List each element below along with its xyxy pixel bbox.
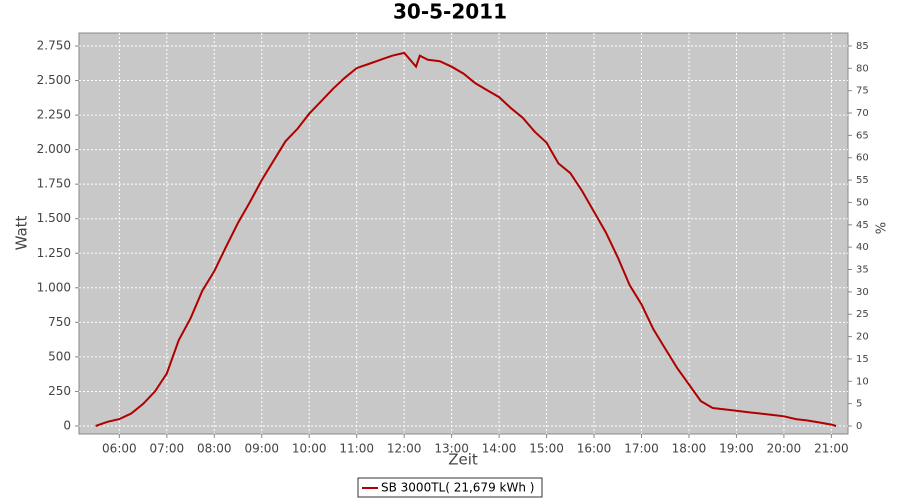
y-tick-label: 1.250: [37, 246, 71, 260]
x-tick-label: 08:00: [197, 442, 232, 456]
y-axis-title: Watt: [13, 215, 31, 250]
x-tick-label: 15:00: [529, 442, 564, 456]
legend: [357, 477, 543, 498]
y-tick-label: 500: [48, 349, 71, 363]
x-tick-label: 18:00: [672, 442, 707, 456]
y-tick-label: 1.750: [37, 177, 71, 191]
y-tick-label: 1.000: [37, 280, 71, 294]
x-tick-label: 07:00: [150, 442, 185, 456]
x-tick-label: 11:00: [339, 442, 374, 456]
y-tick-label: 250: [48, 384, 71, 398]
y2-tick-label: 25: [856, 309, 869, 320]
x-tick-label: 06:00: [102, 442, 137, 456]
y2-axis-title: %: [875, 222, 890, 234]
y2-tick-label: 35: [856, 265, 869, 276]
x-tick-label: 10:00: [292, 442, 327, 456]
y2-tick-label: 55: [856, 175, 869, 186]
y2-tick-label: 30: [856, 287, 869, 298]
y2-tick-label: 45: [856, 220, 869, 231]
plot-area: [78, 32, 849, 435]
y2-tick-label: 80: [856, 63, 869, 74]
y-tick-label: 2.000: [37, 142, 71, 156]
y2-tick-label: 50: [856, 197, 869, 208]
data-line: [95, 51, 837, 427]
x-tick-label: 17:00: [624, 442, 659, 456]
y-tick-label: 1.500: [37, 211, 71, 225]
x-tick-label: 19:00: [719, 442, 754, 456]
y-tick-label: 0: [63, 418, 71, 432]
x-tick-label: 20:00: [767, 442, 802, 456]
y-tick-label: 2.250: [37, 108, 71, 122]
y-tick-label: 2.500: [37, 73, 71, 87]
y2-tick-label: 75: [856, 86, 869, 97]
y2-tick-label: 70: [856, 108, 869, 119]
y2-tick-label: 60: [856, 153, 869, 164]
y2-tick-label: 15: [856, 354, 869, 365]
legend-label: SB 3000TL( 21,679 kWh ): [381, 481, 534, 495]
y2-tick-label: 85: [856, 41, 869, 52]
x-axis-title: Zeit: [448, 451, 478, 469]
x-tick-label: 16:00: [577, 442, 612, 456]
y2-tick-label: 40: [856, 242, 869, 253]
y2-tick-label: 20: [856, 332, 869, 343]
x-tick-label: 14:00: [482, 442, 517, 456]
y-tick-label: 2.750: [37, 38, 71, 52]
chart-title: 30-5-2011: [393, 0, 507, 24]
x-tick-label: 21:00: [814, 442, 849, 456]
y-tick-label: 750: [48, 315, 71, 329]
y2-tick-label: 5: [856, 399, 862, 410]
y2-tick-label: 0: [856, 421, 862, 432]
x-tick-label: 09:00: [244, 442, 279, 456]
x-tick-label: 12:00: [387, 442, 422, 456]
y2-tick-label: 10: [856, 376, 869, 387]
y2-tick-label: 65: [856, 130, 869, 141]
x-tick-label: 13:00: [434, 442, 469, 456]
